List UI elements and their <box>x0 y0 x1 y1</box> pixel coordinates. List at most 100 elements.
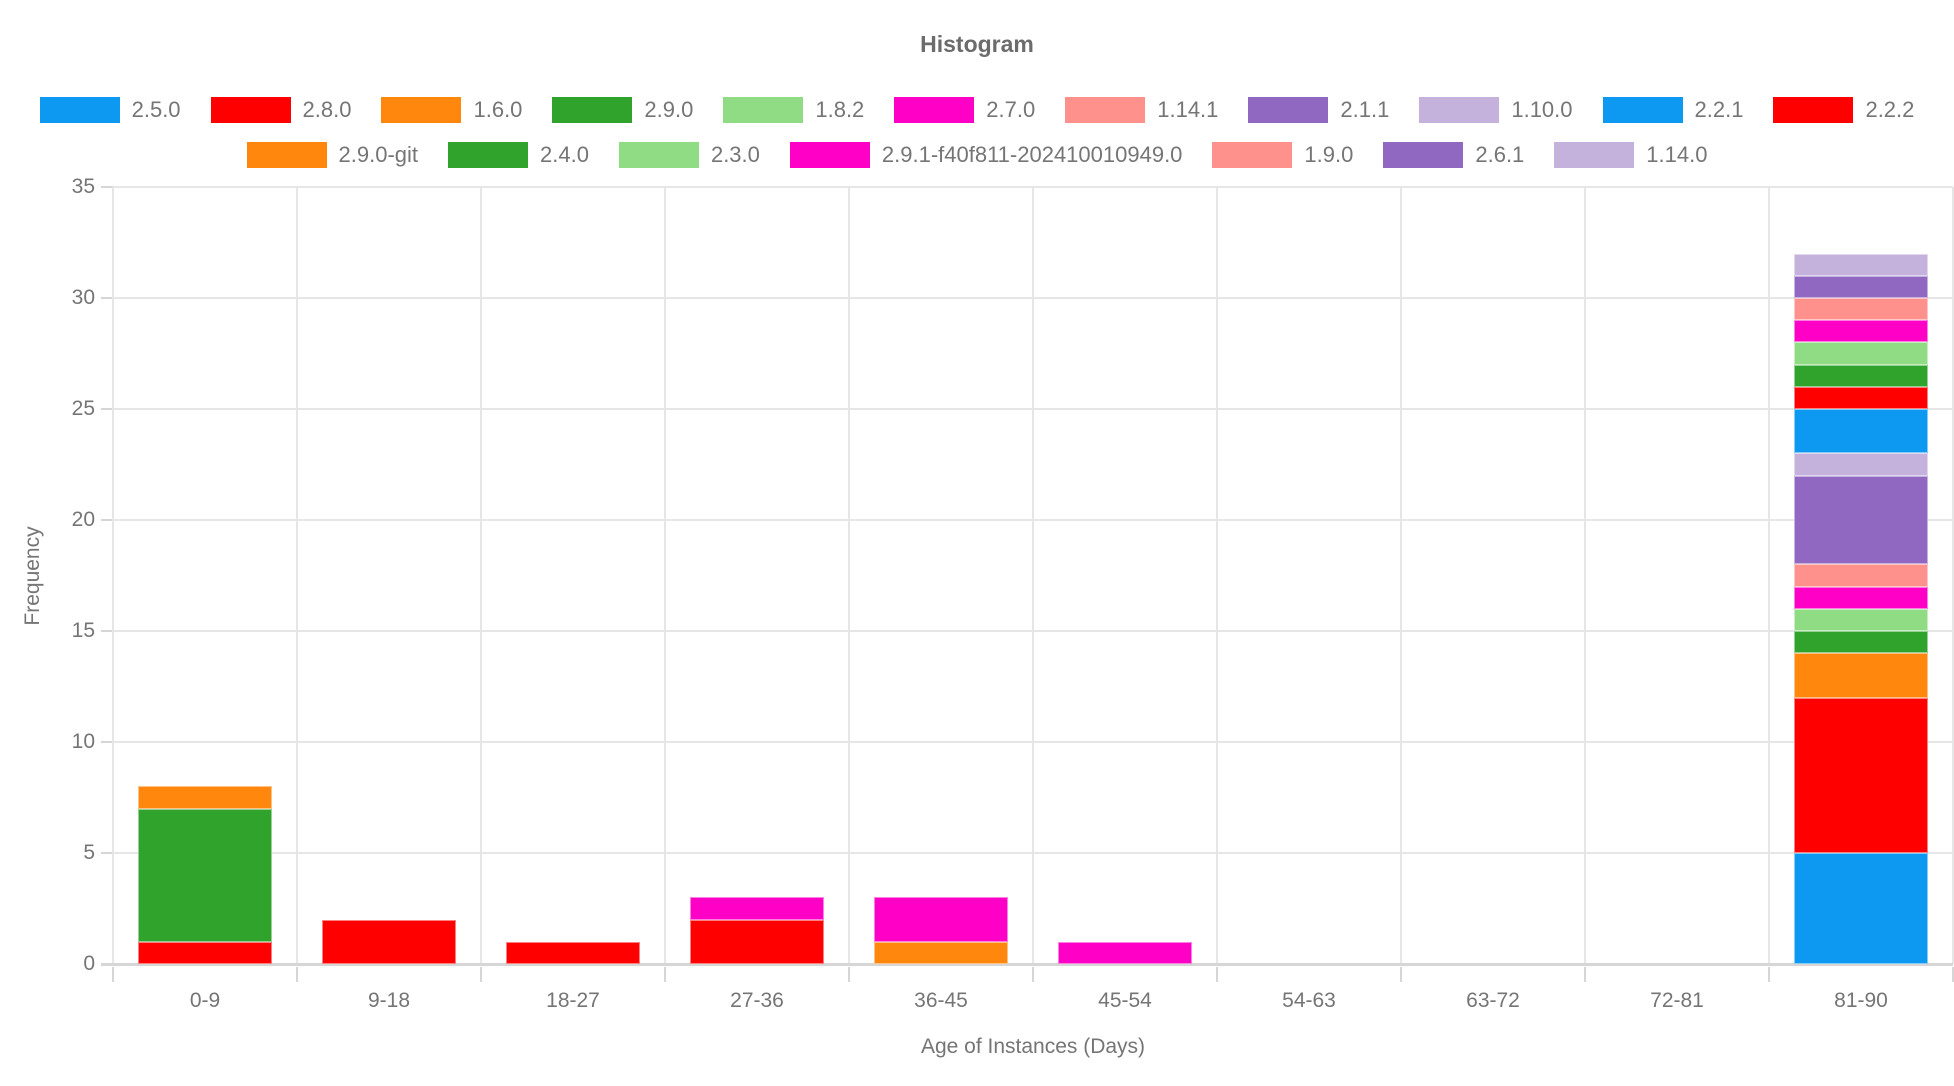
bar-segment <box>1794 853 1928 964</box>
x-axis-tick <box>1216 967 1218 982</box>
legend-item[interactable]: 2.8.0 <box>210 97 351 123</box>
x-gridline <box>480 187 482 964</box>
bar-segment <box>874 897 1008 942</box>
x-axis-tick-label: 63-72 <box>1466 989 1520 1012</box>
legend-swatch <box>1383 142 1464 168</box>
legend-label: 2.6.1 <box>1475 142 1525 167</box>
x-axis-tick <box>112 967 114 982</box>
bar-segment <box>690 897 824 920</box>
x-axis-tick-label: 18-27 <box>546 989 600 1012</box>
x-gridline <box>1952 187 1954 964</box>
legend-item[interactable]: 2.2.1 <box>1602 97 1744 123</box>
x-axis-tick-label: 45-54 <box>1098 989 1152 1012</box>
legend-label: 2.1.1 <box>1340 97 1390 122</box>
bar-segment <box>1794 564 1928 587</box>
legend-label: 1.9.0 <box>1304 142 1354 167</box>
x-gridline <box>848 187 850 964</box>
x-axis-tick-label: 81-90 <box>1834 989 1888 1012</box>
legend-swatch <box>1602 97 1683 123</box>
y-axis-tick <box>101 852 113 854</box>
x-axis-tick-label: 0-9 <box>189 989 221 1012</box>
y-axis-tick <box>101 297 113 299</box>
legend-item[interactable]: 1.8.2 <box>723 97 864 123</box>
y-axis-tick <box>101 519 113 521</box>
legend-row-2: 2.9.0-git 2.4.0 2.3.0 2.9.1-f40f811-2024100… <box>0 142 1954 168</box>
legend-item[interactable]: 2.4.0 <box>448 142 589 168</box>
legend-item[interactable]: 1.10.0 <box>1419 97 1573 123</box>
bar-segment <box>1794 476 1928 564</box>
bar-segment <box>1794 320 1928 342</box>
bar-segment <box>1794 298 1928 320</box>
x-axis-tick <box>848 967 850 982</box>
bar-segment <box>322 920 456 964</box>
chart-title: Histogram <box>920 31 1034 57</box>
legend-label: 2.2.1 <box>1694 97 1744 122</box>
legend-label: 1.14.0 <box>1646 142 1708 167</box>
y-axis-tick-label: 35 <box>71 175 95 198</box>
x-axis-tick-label: 72-81 <box>1650 989 1704 1012</box>
legend-label: 2.3.0 <box>710 142 760 167</box>
legend-swatch <box>1419 97 1500 123</box>
legend-swatch <box>1248 97 1329 123</box>
bar-segment <box>1794 409 1928 453</box>
legend-item[interactable]: 2.2.2 <box>1773 97 1914 123</box>
bar-segment <box>1794 342 1928 365</box>
legend-swatch <box>1773 97 1854 123</box>
legend-item[interactable]: 2.9.1-f40f811-202410010949.0 <box>789 142 1182 168</box>
legend-item[interactable]: 2.7.0 <box>894 97 1035 123</box>
y-axis-tick-label: 10 <box>71 730 95 753</box>
legend-label: 1.14.1 <box>1157 97 1219 122</box>
bar-segment <box>1794 609 1928 631</box>
legend-label: 2.2.2 <box>1865 97 1915 122</box>
y-axis-tick-label: 30 <box>71 286 95 309</box>
legend-label: 2.5.0 <box>131 97 181 122</box>
y-axis-title: Frequency <box>21 526 44 626</box>
legend-swatch <box>552 97 633 123</box>
y-axis-tick <box>101 741 113 743</box>
bar-segment <box>1058 942 1192 964</box>
legend-swatch <box>789 142 870 168</box>
legend-item[interactable]: 1.6.0 <box>381 97 522 123</box>
legend-label: 2.4.0 <box>540 142 589 167</box>
legend-swatch <box>723 97 804 123</box>
legend-item[interactable]: 1.14.0 <box>1554 142 1707 168</box>
x-axis-tick <box>480 967 482 982</box>
legend-item[interactable]: 2.1.1 <box>1248 97 1389 123</box>
legend-swatch <box>1554 142 1635 168</box>
x-gridline <box>664 187 666 964</box>
legend-item[interactable]: 2.9.0 <box>552 97 693 123</box>
bar-segment <box>874 942 1008 964</box>
bar-segment <box>1794 387 1928 409</box>
legend-item[interactable]: 2.5.0 <box>39 97 181 123</box>
y-axis-tick-label: 20 <box>71 508 95 531</box>
legend-item[interactable]: 2.6.1 <box>1383 142 1524 168</box>
legend-item[interactable]: 1.9.0 <box>1212 142 1353 168</box>
legend-item[interactable]: 2.9.0-git <box>246 142 418 168</box>
x-gridline <box>1768 187 1770 964</box>
y-axis-tick <box>101 630 113 632</box>
x-gridline <box>1584 187 1586 964</box>
bar-segment <box>1794 698 1928 853</box>
legend-item[interactable]: 1.14.1 <box>1065 97 1218 123</box>
x-axis-tick <box>1400 967 1402 982</box>
x-axis-tick <box>664 967 666 982</box>
x-axis-tick <box>296 967 298 982</box>
x-axis-line <box>101 963 1953 966</box>
legend-item[interactable]: 2.3.0 <box>618 142 760 168</box>
bar-segment <box>1794 587 1928 609</box>
legend-label: 2.9.0 <box>644 97 694 122</box>
x-axis-tick-label: 9-18 <box>367 989 411 1012</box>
x-axis-tick-label: 27-36 <box>730 989 784 1012</box>
x-gridline <box>1216 187 1218 964</box>
legend-swatch <box>448 142 529 168</box>
x-axis-title: Age of Instances (Days) <box>920 1035 1146 1058</box>
legend-swatch <box>1212 142 1293 168</box>
bar-segment <box>1794 653 1928 698</box>
legend-swatch <box>210 97 291 123</box>
y-axis-tick-label: 5 <box>83 841 95 864</box>
x-gridline <box>296 187 298 964</box>
legend-row-1: 2.5.0 2.8.0 1.6.0 2.9.0 1.8.2 2.7.0 1.14.1 2.1.… <box>0 97 1954 123</box>
legend-swatch <box>246 142 327 168</box>
